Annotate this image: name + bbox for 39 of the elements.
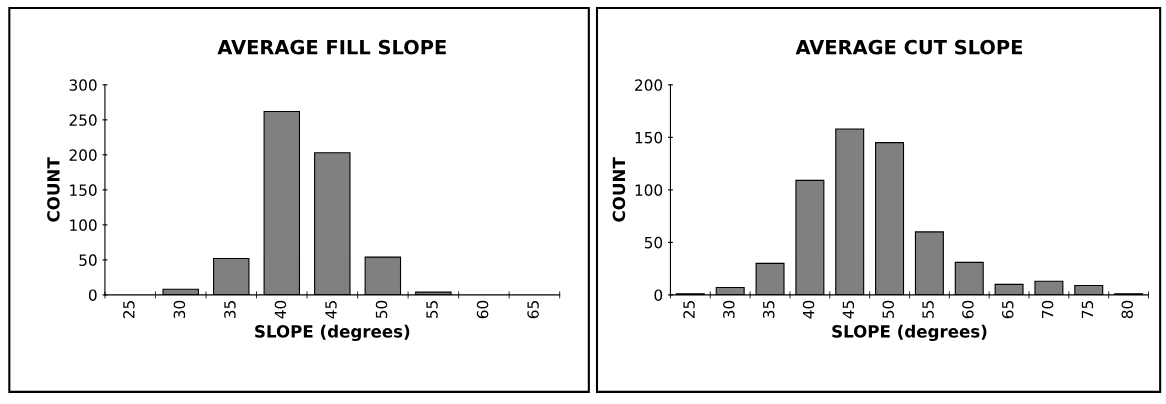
x-tick-label: 65 [1001,301,1014,319]
y-tick-label: 150 [70,184,97,196]
y-tick-label: 0 [88,289,97,301]
y-tick-label: 50 [79,254,97,266]
x-tick-label: 50 [882,300,894,319]
y-tick-label: 150 [635,131,663,144]
x-axis-title: SLOPE (degrees) [255,324,410,342]
x-axis-title: SLOPE (degrees) [832,324,987,342]
x-tick-label: 25 [123,301,135,319]
y-tick-label: 300 [69,79,97,91]
x-tick-label: 60 [476,300,489,319]
y-axis-title: COUNT [47,157,60,222]
x-tick-label: 70 [1041,300,1054,318]
y-tick-label: 0 [654,289,663,301]
y-tick-label: 50 [644,236,663,249]
x-tick-label: 40 [802,300,815,319]
x-tick-label: 75 [1081,301,1094,318]
x-tick-label: 45 [842,301,855,319]
x-tick-label: 50 [375,300,388,319]
x-tick-label: 25 [683,301,695,319]
x-tick-label: 60 [962,300,974,319]
x-tick-label: 30 [723,300,735,319]
y-tick-label: 250 [69,114,97,126]
x-tick-label: 35 [224,301,236,319]
y-tick-label: 100 [635,184,663,196]
x-tick-label: 55 [922,301,934,319]
chart-title: AVERAGE CUT SLOPE [795,39,1023,55]
x-tick-label: 30 [173,300,186,319]
x-tick-label: 55 [426,301,438,319]
y-tick-label: 200 [635,79,663,91]
x-tick-label: 35 [762,301,775,319]
chart-title: AVERAGE FILL SLOPE [217,39,446,55]
x-tick-label: 65 [527,301,539,319]
y-axis-title: COUNT [612,157,626,222]
x-tick-label: 45 [325,301,337,319]
x-tick-label: 80 [1121,300,1134,319]
x-tick-label: 40 [274,300,287,319]
y-tick-label: 200 [69,149,97,161]
y-tick-label: 100 [70,219,97,231]
